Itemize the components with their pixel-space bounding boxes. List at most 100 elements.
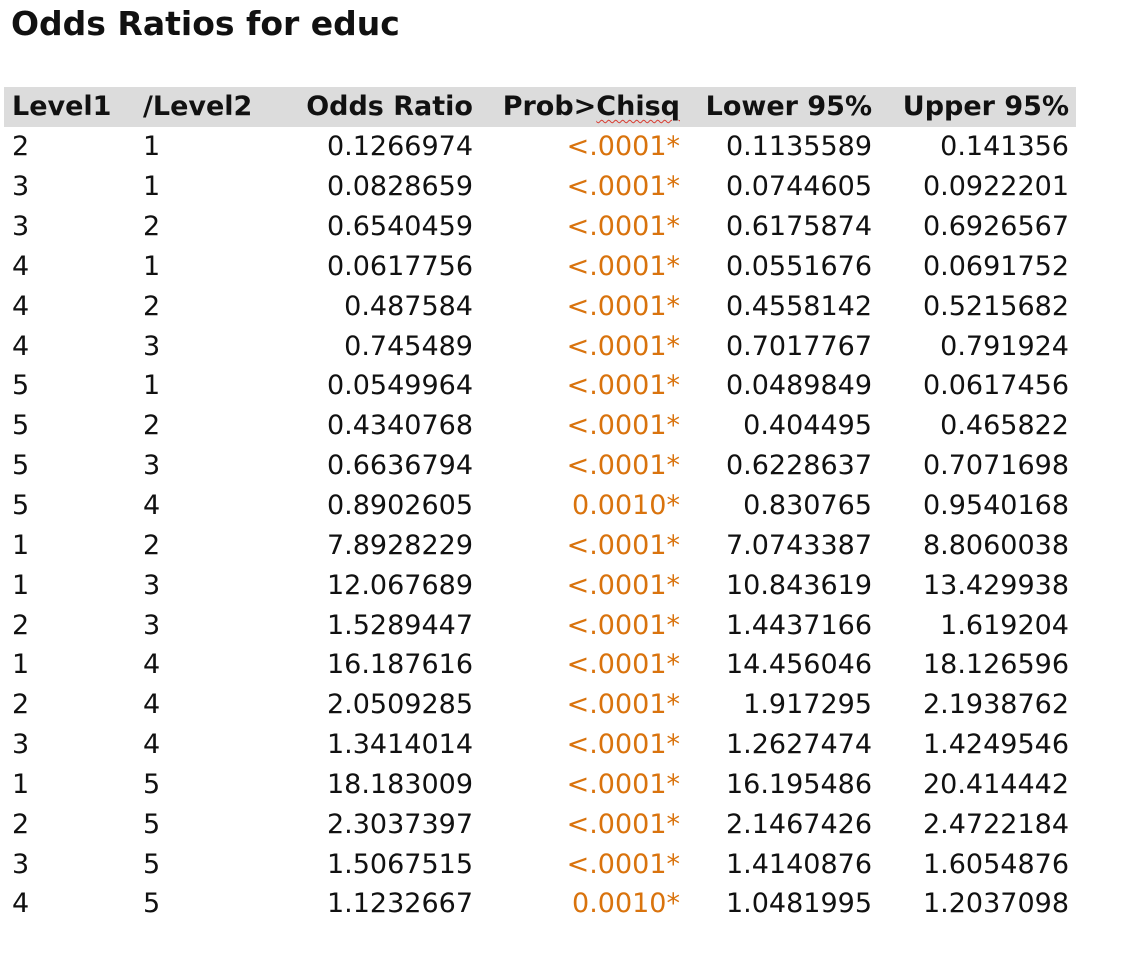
column-header-upper-95[interactable]: Upper 95% [872,87,1076,127]
table-row[interactable]: 1 3 12.067689 <.0001* 10.843619 13.429938 [4,565,1076,605]
table-row[interactable]: 5 2 0.4340768 <.0001* 0.404495 0.465822 [4,406,1076,446]
upper-95-cell: 2.4722184 [922,808,1069,840]
odds-ratio-cell: 1.5289447 [326,609,473,641]
odds-ratio-cell: 0.1266974 [326,131,473,163]
table-row[interactable]: 5 1 0.0549964 <.0001* 0.0489849 0.0617456 [4,366,1076,406]
upper-95-cell: 2.1938762 [922,689,1069,721]
prob-chisq-cell: <.0001* [566,211,680,243]
level2-cell: 1 [143,370,161,402]
table-row[interactable]: 4 2 0.487584 <.0001* 0.4558142 0.5215682 [4,286,1076,326]
odds-ratio-cell: 16.187616 [326,649,473,681]
upper-95-cell: 0.7071698 [922,450,1069,482]
odds-ratio-cell: 0.6636794 [326,450,473,482]
table-row[interactable]: 5 4 0.8902605 0.0010* 0.830765 0.9540168 [4,486,1076,526]
table-body: 2 1 0.1266974 <.0001* 0.1135589 0.141356 3 1 0.0… [4,127,1076,924]
level2-cell: 2 [143,290,161,322]
upper-95-cell: 18.126596 [922,649,1069,681]
prob-chisq-cell: 0.0010* [572,490,680,522]
prob-chisq-cell: <.0001* [566,808,680,840]
upper-95-cell: 20.414442 [922,768,1069,800]
odds-ratio-cell: 1.5067515 [326,848,473,880]
level2-cell: 4 [143,729,161,761]
upper-95-cell: 13.429938 [922,569,1069,601]
column-header-level2[interactable]: /Level2 [143,87,268,127]
table-row[interactable]: 2 4 2.0509285 <.0001* 1.917295 2.1938762 [4,685,1076,725]
level2-cell: 4 [143,490,161,522]
prob-chisq-cell: <.0001* [566,330,680,362]
level2-cell: 3 [143,609,161,641]
level1-cell: 5 [12,410,30,442]
odds-ratio-cell: 0.0549964 [326,370,473,402]
prob-chisq-cell: <.0001* [566,450,680,482]
column-header-odds-ratio[interactable]: Odds Ratio [268,87,473,127]
column-header-lower-95[interactable]: Lower 95% [680,87,872,127]
table-header-row: Level1 /Level2 Odds Ratio Prob>Chisq Low… [4,87,1076,127]
prob-chisq-cell: <.0001* [566,729,680,761]
table-row[interactable]: 2 3 1.5289447 <.0001* 1.4437166 1.619204 [4,605,1076,645]
level1-cell: 2 [12,609,30,641]
level1-cell: 4 [12,290,30,322]
upper-95-cell: 1.4249546 [922,729,1069,761]
prob-chisq-cell: <.0001* [566,768,680,800]
table-row[interactable]: 4 1 0.0617756 <.0001* 0.0551676 0.0691752 [4,247,1076,287]
lower-95-cell: 0.830765 [743,490,872,522]
odds-ratio-cell: 0.487584 [344,290,473,322]
level2-cell: 1 [143,171,161,203]
table-row[interactable]: 3 1 0.0828659 <.0001* 0.0744605 0.0922201 [4,167,1076,207]
table-row[interactable]: 2 1 0.1266974 <.0001* 0.1135589 0.141356 [4,127,1076,167]
table-row[interactable]: 3 2 0.6540459 <.0001* 0.6175874 0.6926567 [4,207,1076,247]
lower-95-cell: 1.4437166 [725,609,872,641]
lower-95-cell: 0.7017767 [725,330,872,362]
prob-chisq-cell: <.0001* [566,171,680,203]
level2-cell: 5 [143,808,161,840]
prob-chisq-cell: <.0001* [566,609,680,641]
level2-cell: 2 [143,211,161,243]
level1-cell: 4 [12,250,30,282]
lower-95-cell: 16.195486 [725,768,872,800]
lower-95-cell: 0.6228637 [725,450,872,482]
column-header-level1[interactable]: Level1 [4,87,143,127]
upper-95-cell: 1.6054876 [922,848,1069,880]
table-row[interactable]: 4 5 1.1232667 0.0010* 1.0481995 1.2037098 [4,884,1076,924]
prob-prefix: Prob> [502,91,597,122]
lower-95-cell: 0.0551676 [725,250,872,282]
level2-cell: 3 [143,569,161,601]
chisq-spellcheck-word[interactable]: Chisq [596,91,680,122]
level1-cell: 5 [12,490,30,522]
level1-cell: 3 [12,211,30,243]
level2-cell: 2 [143,410,161,442]
upper-95-cell: 0.5215682 [922,290,1069,322]
table-row[interactable]: 1 4 16.187616 <.0001* 14.456046 18.126596 [4,645,1076,685]
table-row[interactable]: 1 2 7.8928229 <.0001* 7.0743387 8.8060038 [4,525,1076,565]
lower-95-cell: 1.0481995 [725,888,872,920]
lower-95-cell: 0.0744605 [725,171,872,203]
table-row[interactable]: 2 5 2.3037397 <.0001* 2.1467426 2.4722184 [4,804,1076,844]
table-row[interactable]: 5 3 0.6636794 <.0001* 0.6228637 0.7071698 [4,446,1076,486]
level2-cell: 1 [143,131,161,163]
prob-chisq-cell: <.0001* [566,689,680,721]
prob-chisq-cell: <.0001* [566,290,680,322]
upper-95-cell: 0.0691752 [922,250,1069,282]
level1-cell: 2 [12,808,30,840]
table-row[interactable]: 3 5 1.5067515 <.0001* 1.4140876 1.6054876 [4,844,1076,884]
upper-95-cell: 0.6926567 [922,211,1069,243]
level2-cell: 4 [143,649,161,681]
upper-95-cell: 0.9540168 [922,490,1069,522]
table-row[interactable]: 3 4 1.3414014 <.0001* 1.2627474 1.4249546 [4,725,1076,765]
lower-95-cell: 0.1135589 [725,131,872,163]
level2-cell: 1 [143,250,161,282]
lower-95-cell: 14.456046 [725,649,872,681]
upper-95-cell: 1.619204 [940,609,1069,641]
odds-ratio-cell: 0.745489 [344,330,473,362]
lower-95-cell: 0.0489849 [725,370,872,402]
odds-ratio-cell: 0.0828659 [326,171,473,203]
prob-chisq-cell: <.0001* [566,250,680,282]
table-row[interactable]: 4 3 0.745489 <.0001* 0.7017767 0.791924 [4,326,1076,366]
level1-cell: 1 [12,529,30,561]
table-row[interactable]: 1 5 18.183009 <.0001* 16.195486 20.414442 [4,765,1076,805]
column-header-prob-chisq[interactable]: Prob>Chisq [473,87,680,127]
lower-95-cell: 1.917295 [743,689,872,721]
level1-cell: 1 [12,569,30,601]
upper-95-cell: 8.8060038 [922,529,1069,561]
level1-cell: 5 [12,450,30,482]
